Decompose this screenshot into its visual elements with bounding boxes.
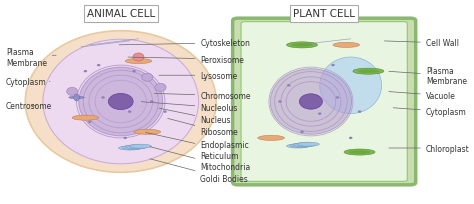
Ellipse shape [270, 69, 352, 135]
Ellipse shape [150, 101, 154, 103]
Text: Lysosome: Lysosome [159, 71, 237, 80]
Text: Nucleolus: Nucleolus [141, 102, 238, 113]
Ellipse shape [258, 136, 284, 141]
Text: PLANT CELL: PLANT CELL [293, 9, 355, 19]
Ellipse shape [67, 88, 78, 96]
Ellipse shape [357, 70, 380, 74]
Ellipse shape [333, 43, 360, 48]
Ellipse shape [43, 40, 199, 164]
Ellipse shape [126, 145, 148, 149]
Ellipse shape [109, 94, 133, 110]
Text: Chloroplast: Chloroplast [389, 144, 470, 153]
Text: Centrosome: Centrosome [6, 102, 52, 111]
Ellipse shape [88, 121, 91, 123]
Ellipse shape [320, 58, 382, 114]
Ellipse shape [300, 94, 322, 110]
Ellipse shape [101, 97, 105, 99]
Ellipse shape [74, 94, 79, 102]
Ellipse shape [344, 149, 375, 155]
Text: Cytoskeleton: Cytoskeleton [119, 39, 250, 48]
FancyBboxPatch shape [241, 22, 407, 182]
Ellipse shape [301, 131, 304, 133]
Ellipse shape [97, 65, 100, 67]
Ellipse shape [123, 137, 127, 139]
Ellipse shape [294, 143, 316, 147]
Ellipse shape [25, 32, 216, 172]
Ellipse shape [353, 69, 384, 75]
Ellipse shape [163, 111, 167, 113]
Text: Mitochondria: Mitochondria [150, 147, 251, 171]
Text: Vacuole: Vacuole [389, 91, 456, 100]
Ellipse shape [133, 54, 144, 62]
Ellipse shape [291, 44, 313, 48]
Ellipse shape [278, 101, 282, 103]
Ellipse shape [287, 85, 291, 87]
Ellipse shape [349, 137, 353, 139]
Ellipse shape [72, 116, 99, 121]
Text: Cell Wall: Cell Wall [384, 39, 459, 48]
Text: Peroxisome: Peroxisome [128, 55, 244, 64]
Ellipse shape [287, 43, 318, 49]
Ellipse shape [83, 71, 87, 73]
Text: Ribosome: Ribosome [168, 119, 238, 137]
Ellipse shape [290, 144, 312, 148]
Text: Cytoplasm: Cytoplasm [6, 77, 50, 86]
Ellipse shape [128, 111, 131, 113]
Ellipse shape [358, 111, 361, 113]
Ellipse shape [287, 144, 309, 148]
Ellipse shape [125, 59, 152, 64]
Ellipse shape [69, 97, 84, 99]
Ellipse shape [129, 144, 151, 149]
Ellipse shape [336, 97, 339, 99]
Ellipse shape [134, 130, 161, 135]
Text: Plasma
Membrane: Plasma Membrane [389, 66, 467, 85]
Ellipse shape [122, 146, 144, 150]
Text: Cytoplasm: Cytoplasm [393, 108, 466, 116]
Ellipse shape [118, 146, 141, 150]
Text: Chromosome: Chromosome [155, 91, 251, 100]
Text: Plasma
Membrane: Plasma Membrane [6, 48, 56, 67]
Text: Goldi Bodies: Goldi Bodies [150, 159, 248, 183]
Ellipse shape [297, 142, 319, 146]
Ellipse shape [348, 151, 371, 154]
Ellipse shape [132, 71, 136, 73]
Ellipse shape [318, 113, 321, 115]
Ellipse shape [79, 68, 163, 136]
Ellipse shape [155, 84, 166, 92]
Ellipse shape [142, 74, 153, 82]
Text: Endoplasmic
Reticulum: Endoplasmic Reticulum [146, 133, 249, 160]
Text: ANIMAL CELL: ANIMAL CELL [87, 9, 155, 19]
Text: Nucleus: Nucleus [159, 109, 231, 125]
FancyBboxPatch shape [233, 19, 416, 185]
Ellipse shape [331, 65, 335, 67]
